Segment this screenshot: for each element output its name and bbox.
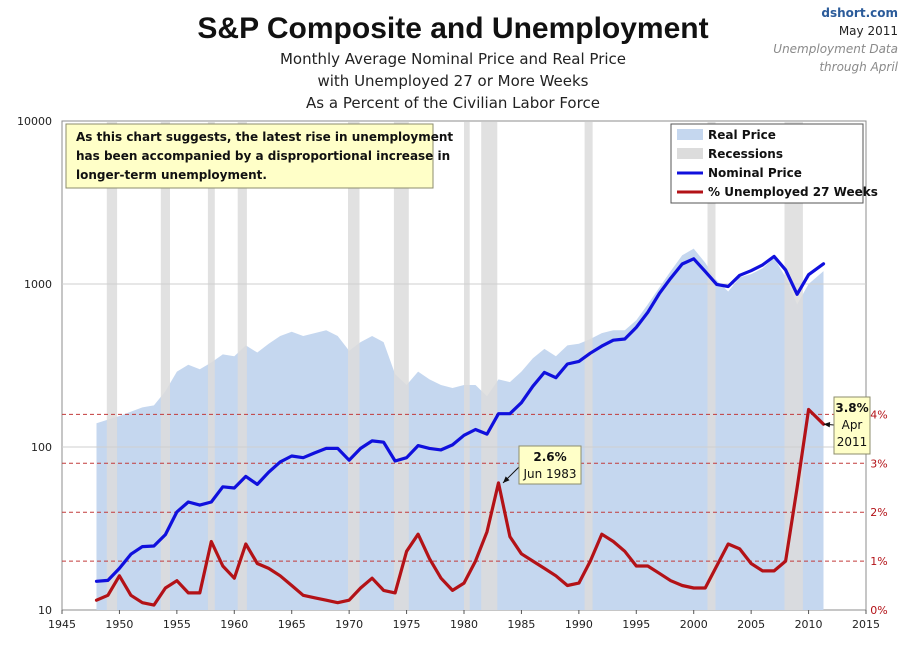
x-tick-label-13: 2010 bbox=[795, 618, 823, 631]
series-nominal-price-line bbox=[94, 254, 826, 583]
note-box: As this chart suggests, the latest rise … bbox=[65, 123, 453, 189]
x-tick-label-9: 1990 bbox=[565, 618, 593, 631]
x-tick-label-1: 1950 bbox=[105, 618, 133, 631]
x-tick-label-12: 2005 bbox=[737, 618, 765, 631]
x-tick-label-0: 1945 bbox=[48, 618, 76, 631]
x-tick-label-2: 1955 bbox=[163, 618, 191, 631]
legend-label-nominal-price: Nominal Price bbox=[708, 166, 802, 180]
y-right-tick-label-3: 3% bbox=[870, 457, 887, 470]
callout-1983: 2.6% Jun 1983 bbox=[502, 445, 582, 485]
callout-1983-value: 2.6% bbox=[533, 450, 566, 464]
x-tick-label-4: 1965 bbox=[278, 618, 306, 631]
recession-band-6 bbox=[464, 122, 470, 610]
y-right-tick-label-4: 4% bbox=[870, 408, 887, 421]
x-tick-label-3: 1960 bbox=[220, 618, 248, 631]
note-line-3: longer-term unemployment. bbox=[76, 168, 267, 182]
y-axis-right: 0% 1% 2% 3% 4% bbox=[870, 408, 887, 617]
x-tick-label-7: 1980 bbox=[450, 618, 478, 631]
y-right-tick-label-1: 1% bbox=[870, 555, 887, 568]
legend-label-real-price: Real Price bbox=[708, 128, 776, 142]
date-label: May 2011 bbox=[839, 24, 898, 38]
y-left-tick-label-0: 10 bbox=[38, 604, 52, 617]
series-unemployed-27-weeks-line bbox=[94, 407, 826, 607]
legend-swatch-recessions bbox=[677, 148, 703, 159]
data-note-line-1: Unemployment Data bbox=[773, 42, 898, 56]
callout-2011-value: 3.8% bbox=[835, 401, 868, 415]
recession-band-2 bbox=[207, 122, 215, 610]
recession-band-3 bbox=[237, 122, 247, 610]
recession-band-5 bbox=[393, 122, 409, 610]
note-line-2: has been accompanied by a disproportiona… bbox=[76, 149, 450, 163]
subtitle-line-3: As a Percent of the Civilian Labor Force bbox=[306, 94, 600, 112]
note-line-1: As this chart suggests, the latest rise … bbox=[76, 130, 453, 144]
callout-1983-arrowhead bbox=[503, 476, 510, 483]
x-tick-label-5: 1970 bbox=[335, 618, 363, 631]
subtitle-line-1: Monthly Average Nominal Price and Real P… bbox=[280, 50, 626, 68]
subtitle-line-2: with Unemployed 27 or More Weeks bbox=[317, 72, 588, 90]
legend-swatch-real-price bbox=[677, 129, 703, 140]
legend: Real Price Recessions Nominal Price % Un… bbox=[670, 123, 878, 204]
x-tick-label-10: 1995 bbox=[622, 618, 650, 631]
real-price-layer bbox=[96, 248, 824, 610]
legend-label-unemployed: % Unemployed 27 Weeks bbox=[708, 185, 878, 199]
chart-title: S&P Composite and Unemployment bbox=[197, 12, 708, 45]
legend-label-recessions: Recessions bbox=[708, 147, 783, 161]
x-tick-label-8: 1985 bbox=[507, 618, 535, 631]
callout-2011-arrowhead bbox=[823, 421, 831, 428]
recession-band-4 bbox=[348, 122, 360, 610]
series-lines-layer bbox=[94, 254, 826, 607]
callout-2011: 3.8% Apr 2011 bbox=[823, 396, 871, 455]
recession-band-8 bbox=[584, 122, 593, 610]
source-label: dshort.com bbox=[821, 6, 898, 20]
x-tick-label-6: 1975 bbox=[393, 618, 421, 631]
recession-band-9 bbox=[707, 122, 716, 610]
y-left-tick-label-3: 10000 bbox=[17, 115, 52, 128]
y-left-tick-label-2: 1000 bbox=[24, 278, 52, 291]
callout-2011-year: 2011 bbox=[837, 435, 868, 449]
y-left-tick-label-1: 100 bbox=[31, 441, 52, 454]
y-right-tick-label-2: 2% bbox=[870, 506, 887, 519]
y-axis-left: 10 100 1000 10000 bbox=[17, 115, 52, 617]
x-axis: 1945 1950 1955 1960 1965 1970 1975 1980 1985 1990… bbox=[48, 610, 880, 631]
callout-1983-date: Jun 1983 bbox=[522, 467, 576, 481]
x-tick-label-14: 2015 bbox=[852, 618, 880, 631]
data-note-line-2: through April bbox=[819, 60, 898, 74]
recession-band-0 bbox=[106, 122, 118, 610]
callout-2011-month: Apr bbox=[842, 418, 863, 432]
x-tick-label-11: 2000 bbox=[680, 618, 708, 631]
y-right-tick-label-0: 0% bbox=[870, 604, 887, 617]
recession-band-7 bbox=[481, 122, 498, 610]
series-real-price-area bbox=[96, 248, 824, 610]
recession-band-1 bbox=[160, 122, 170, 610]
